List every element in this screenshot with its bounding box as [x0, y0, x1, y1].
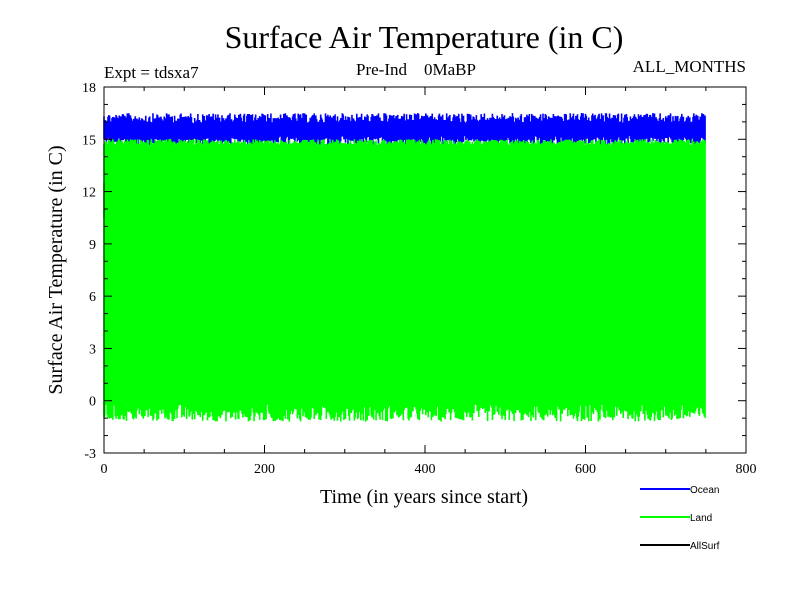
y-tick-label: 15: [82, 133, 96, 148]
x-tick-label: 0: [101, 462, 108, 477]
period-label: Pre-Ind 0MaBP: [356, 60, 476, 79]
chart-title: Surface Air Temperature (in C): [225, 19, 624, 55]
x-tick-label: 600: [575, 462, 596, 477]
y-tick-label: 3: [89, 342, 96, 357]
axes: 0 200 400 600 800 -3 0 3 6 9 12 15 18: [82, 81, 757, 477]
legend-label-ocean: Ocean: [690, 485, 719, 496]
y-tick-label: 9: [89, 238, 96, 253]
y-tick-label: 6: [89, 290, 96, 305]
legend-label-allsurf: AllSurf: [690, 541, 720, 552]
x-tick-label: 400: [415, 462, 436, 477]
y-tick-label: 18: [82, 81, 96, 96]
series-land-line: [103, 139, 706, 422]
experiment-label: Expt = tdsxa7: [104, 63, 199, 82]
y-tick-label: 0: [89, 395, 96, 410]
x-tick-label: 200: [254, 462, 275, 477]
y-tick-label: -3: [84, 447, 96, 462]
x-tick-label: 800: [736, 462, 757, 477]
months-label: ALL_MONTHS: [633, 57, 746, 76]
legend: Ocean Land AllSurf: [640, 485, 720, 552]
x-axis-label: Time (in years since start): [320, 486, 528, 508]
y-tick-label: 12: [82, 186, 96, 201]
legend-label-land: Land: [690, 513, 712, 524]
y-axis-label: Surface Air Temperature (in C): [45, 145, 67, 394]
plot-area: [103, 113, 706, 422]
